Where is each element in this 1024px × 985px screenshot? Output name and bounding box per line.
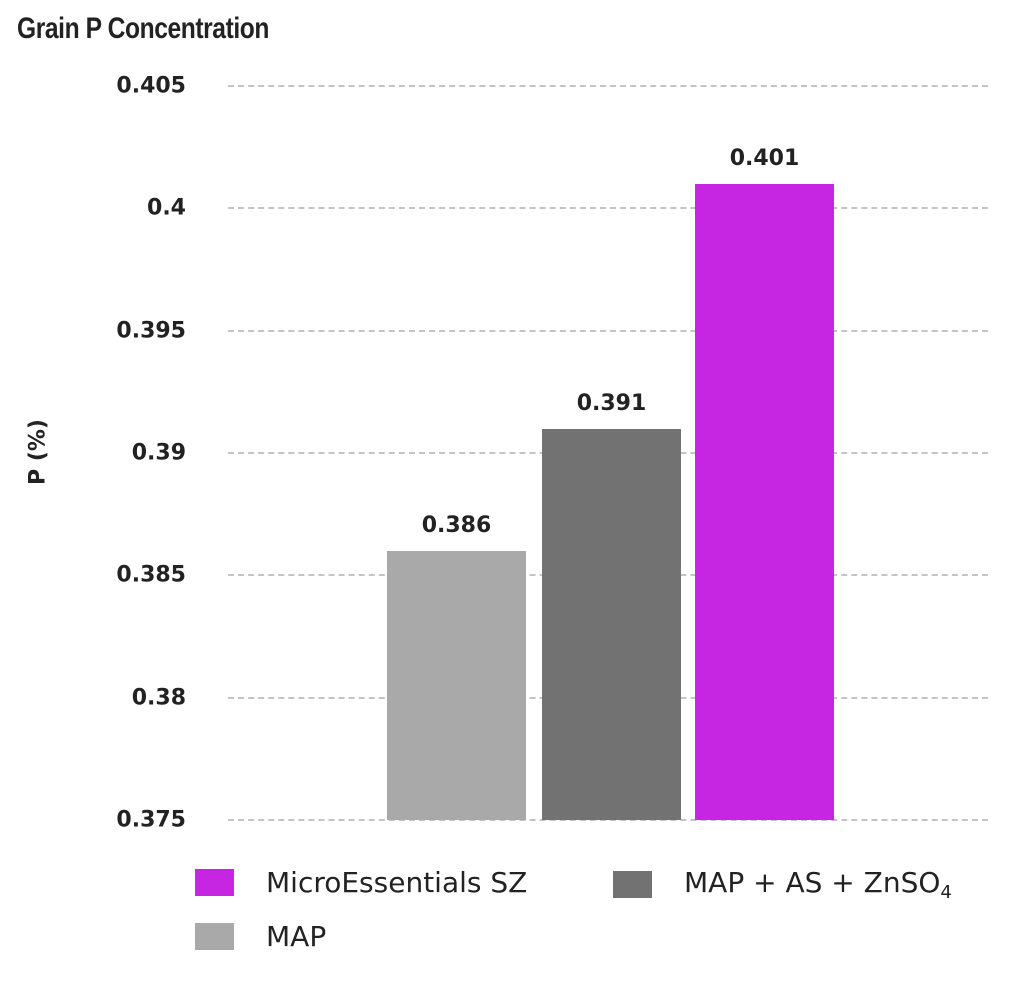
y-tick-label: 0.39 <box>131 440 186 466</box>
chart-title: Grain P Concentration <box>17 12 270 45</box>
y-tick-label: 0.405 <box>116 73 186 99</box>
bar-microessentials-sz <box>695 183 834 820</box>
y-tick-label: 0.385 <box>116 562 186 588</box>
bar-map <box>387 550 526 820</box>
y-tick-label: 0.375 <box>116 807 186 833</box>
gridline <box>228 329 988 332</box>
y-axis-label: P (%) <box>25 419 51 485</box>
bar-value-label: 0.401 <box>729 145 800 171</box>
legend-item-map-as-znso4: MAP + AS + ZnSO4 <box>613 866 952 903</box>
legend-label: MicroEssentials SZ <box>266 866 528 899</box>
legend-swatch <box>613 871 652 898</box>
legend-label: MAP <box>266 920 327 953</box>
y-tick-label: 0.395 <box>116 318 186 344</box>
gridline <box>228 207 988 210</box>
gridline <box>228 819 988 821</box>
legend-item-microessentials: MicroEssentials SZ <box>195 866 527 899</box>
bar-map-as-znso4 <box>542 428 681 820</box>
bar-value-label: 0.391 <box>576 390 647 416</box>
legend-swatch <box>195 923 234 950</box>
legend-label: MAP + AS + ZnSO4 <box>684 866 952 903</box>
legend-item-map: MAP <box>195 920 326 953</box>
legend-swatch <box>195 869 234 896</box>
gridline <box>228 85 988 87</box>
y-tick-label: 0.4 <box>147 195 186 221</box>
bar-value-label: 0.386 <box>421 512 492 538</box>
y-tick-label: 0.38 <box>131 685 186 711</box>
